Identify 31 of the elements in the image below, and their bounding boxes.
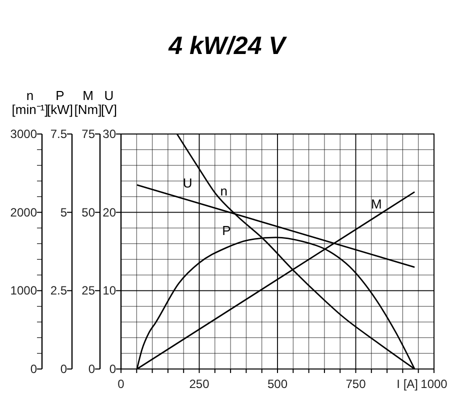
x-tick-label: 0 [118,377,125,391]
chart-title: 4 kW/24 V [168,32,288,60]
y3-tick-label: 75 [82,127,96,141]
y-tick-label: 20 [102,205,116,220]
x-tick-label: 250 [189,377,210,391]
x-tick-label: 1000 [420,377,448,391]
y-tick-label: 0 [109,362,116,376]
y2-tick-label: 0 [60,362,68,376]
series-label: M [370,196,382,212]
y-tick-label: 0 [30,362,38,376]
series-label: U [182,176,192,191]
y2-tick-label: 7.5 [50,127,68,141]
y-tick-label: 2000 [10,205,38,220]
y2-tick-label: 2.5 [50,284,68,298]
y-tick-label: 30 [102,127,116,141]
y3-tick-label: 25 [82,284,96,298]
y3-tick-label: 50 [82,205,96,220]
x-axis-title: I [A] [396,377,418,391]
y-axis-title: n [min⁻¹] [12,88,48,117]
x-tick-label: 500 [267,377,288,391]
series-label: P [222,223,231,238]
y-tick-label: 1000 [10,284,38,298]
y2-tick-label: 5 [60,205,68,220]
x-tick-label: 750 [346,377,366,391]
y2-axis-title: P [kW] [47,88,73,117]
series-label: n [220,184,228,199]
y-tick-label: 3000 [10,127,38,141]
y3-axis-title: M [Nm] [74,88,102,117]
y-tick-label: 10 [102,284,116,298]
y3-tick-label: 0 [88,362,96,376]
y-axis-title: U [V] [101,88,117,117]
